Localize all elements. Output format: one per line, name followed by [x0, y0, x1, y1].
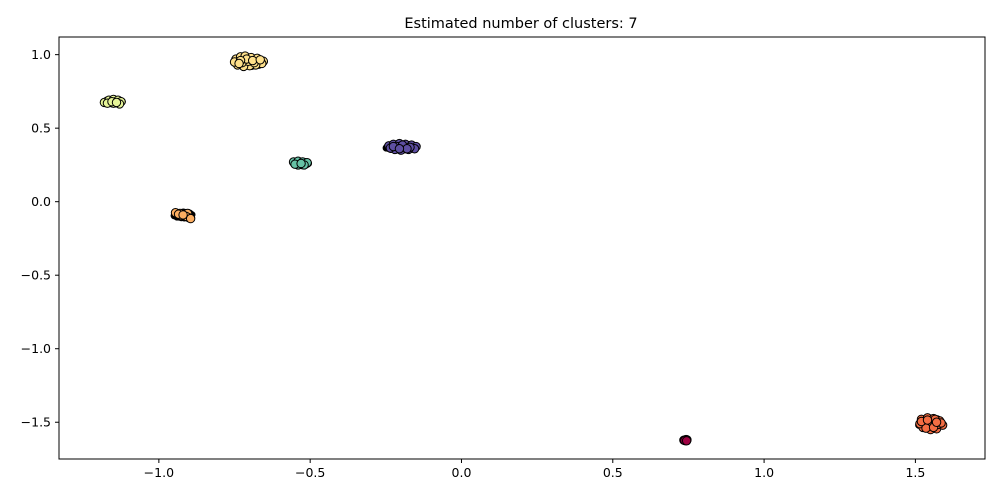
- x-tick-label: 0.0: [452, 465, 472, 480]
- data-point: [922, 415, 933, 425]
- cluster-2: [170, 208, 196, 224]
- y-tick-label: −0.5: [21, 268, 51, 283]
- y-axis: 1.0 0.5 0.0 −0.5 −1.0 −1.5: [21, 47, 59, 430]
- cluster-0: [679, 434, 692, 446]
- cluster-5: [288, 156, 313, 170]
- data-point: [111, 97, 122, 108]
- data-point: [185, 213, 196, 224]
- y-tick-label: 1.0: [31, 47, 51, 62]
- cluster-4: [99, 94, 126, 109]
- data-point: [255, 55, 265, 65]
- chart-title: Estimated number of clusters: 7: [404, 16, 637, 32]
- data-point: [681, 436, 692, 446]
- y-tick-label: −1.0: [21, 341, 51, 356]
- cluster-1: [915, 413, 948, 435]
- x-tick-label: 0.5: [603, 465, 623, 480]
- y-tick-label: 0.0: [31, 194, 51, 209]
- y-tick-label: −1.5: [21, 415, 51, 430]
- data-point: [296, 158, 306, 169]
- y-tick-label: 0.5: [31, 121, 51, 136]
- data-point: [178, 210, 188, 220]
- plot-area-frame: [58, 36, 986, 460]
- cluster-6: [382, 138, 421, 155]
- points-layer: [99, 51, 948, 446]
- data-point: [931, 417, 942, 427]
- x-tick-label: −1.0: [144, 465, 174, 480]
- x-tick-label: 1.5: [905, 465, 925, 480]
- x-axis: −1.0 −0.5 0.0 0.5 1.0 1.5: [144, 459, 925, 480]
- data-point: [394, 144, 405, 154]
- x-tick-label: −0.5: [295, 465, 325, 480]
- cluster-3: [229, 51, 268, 72]
- x-tick-label: 1.0: [754, 465, 774, 480]
- data-point: [234, 58, 244, 69]
